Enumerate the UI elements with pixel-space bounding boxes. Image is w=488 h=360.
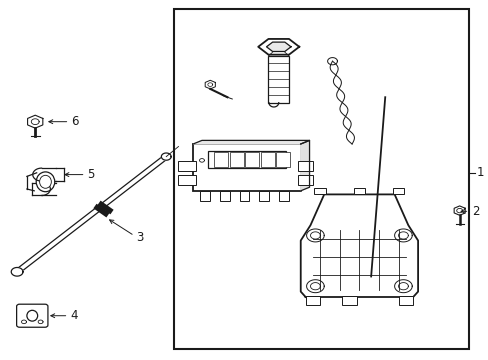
Bar [305,296,320,305]
Bar [178,175,195,185]
Text: 3: 3 [136,231,143,244]
Polygon shape [11,267,23,276]
Polygon shape [327,58,337,65]
Polygon shape [258,39,299,55]
Bar [239,191,249,201]
Bar [220,191,229,201]
Polygon shape [453,206,464,215]
Polygon shape [161,153,171,160]
Bar [342,296,356,305]
Bar [173,9,468,349]
Bar [178,161,195,171]
Ellipse shape [40,175,51,188]
Polygon shape [300,194,417,297]
Text: 5: 5 [87,168,94,181]
Bar [278,191,288,201]
Bar [200,191,210,201]
Text: 6: 6 [71,115,78,128]
Text: 2: 2 [471,205,478,218]
Polygon shape [306,280,324,293]
Text: 4: 4 [70,309,77,322]
Bar [392,188,404,194]
Bar [193,144,300,191]
Polygon shape [394,229,411,242]
Bar [244,152,259,167]
Bar [353,188,365,194]
Polygon shape [394,280,411,293]
Polygon shape [27,115,43,128]
Ellipse shape [27,310,38,321]
FancyBboxPatch shape [17,304,48,327]
Bar [229,152,243,167]
Bar [398,296,412,305]
Text: 1: 1 [476,166,483,179]
Polygon shape [266,42,290,51]
Polygon shape [300,140,309,191]
Bar [208,150,285,168]
Ellipse shape [36,172,55,192]
Bar [314,188,325,194]
Polygon shape [306,229,324,242]
Polygon shape [205,80,215,89]
Bar [214,152,228,167]
Bar [267,56,289,103]
Bar [298,175,312,185]
Bar [259,191,268,201]
Polygon shape [193,140,309,144]
Bar [260,152,274,167]
Bar [276,152,290,167]
Bar [298,161,312,171]
